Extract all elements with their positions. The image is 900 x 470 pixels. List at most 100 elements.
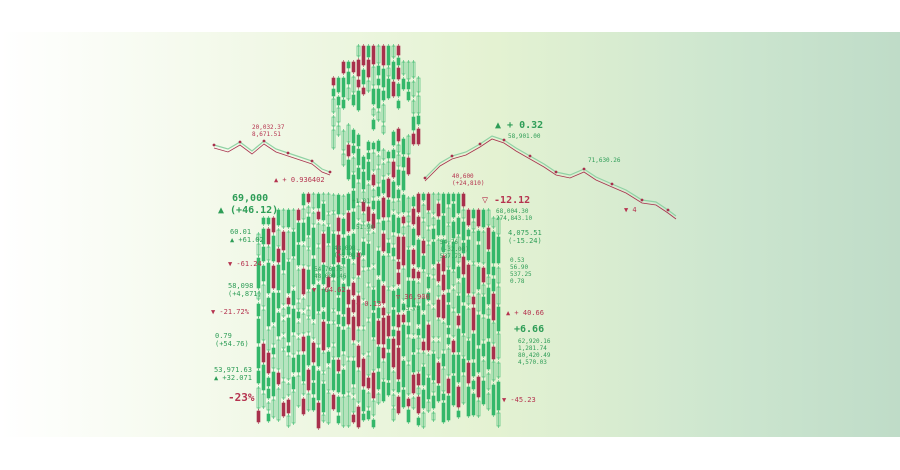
candle-up (491, 217, 496, 228)
candle-up (451, 375, 456, 406)
candle-up (301, 245, 306, 266)
candle-down (356, 252, 361, 276)
candle-up (431, 382, 436, 393)
candle-up (256, 370, 261, 384)
candle-up (376, 279, 381, 304)
candle-up (371, 339, 376, 371)
candle-up (336, 194, 341, 215)
candle-up (361, 413, 366, 421)
candle-up (426, 244, 431, 275)
candle-up (406, 280, 411, 308)
candle-up (346, 71, 351, 85)
candle-up (341, 130, 346, 151)
candle-up (306, 291, 311, 307)
trend-point (328, 170, 332, 174)
candle-up (301, 298, 306, 310)
candle-up (286, 306, 291, 315)
candle-up (411, 228, 416, 246)
ticker-values: 68,004.30 274,843.10 (496, 208, 533, 222)
candle-up (256, 318, 261, 344)
candle-up (306, 216, 311, 236)
candle-up (346, 327, 351, 358)
candle-up (356, 167, 361, 180)
candle-up (391, 235, 396, 245)
candle-up (266, 402, 271, 411)
candle-up (476, 230, 481, 242)
candle-up (486, 276, 491, 285)
candle-up (331, 88, 336, 97)
candle-up (421, 204, 426, 219)
candle-up (386, 382, 391, 396)
candle-up (321, 193, 326, 202)
candle-down (356, 406, 361, 428)
candle-up (281, 337, 286, 349)
candle-up (391, 329, 396, 337)
candle-down (436, 362, 441, 384)
candle-up (331, 233, 336, 265)
candle-up (381, 255, 386, 282)
candle-up (376, 168, 381, 184)
candle-up (381, 68, 386, 88)
candle-down (396, 314, 401, 328)
candle-up (416, 115, 421, 125)
ticker-values: 0.53 56.90 537.25 0.78 (510, 257, 532, 285)
candle-up (371, 312, 376, 338)
candle-up (336, 107, 341, 123)
candle-up (406, 337, 411, 362)
candle-down (301, 398, 306, 415)
candle-up (466, 386, 471, 417)
candle-up (291, 376, 296, 390)
candle-down (276, 248, 281, 263)
candle-up (286, 345, 291, 353)
candle-up (366, 161, 371, 181)
candle-up (391, 131, 396, 146)
candle-down (356, 295, 361, 327)
candle-up (446, 193, 451, 205)
trend-point (666, 208, 670, 212)
candle-up (346, 193, 351, 211)
candle-down (441, 255, 446, 272)
candle-up (391, 309, 396, 327)
ticker-value: 51.90 (356, 224, 375, 231)
candle-up (431, 193, 436, 214)
candle-down (341, 61, 346, 74)
candle-down (256, 410, 261, 423)
candle-up (341, 218, 346, 235)
candle-up (376, 65, 381, 76)
candle-up (271, 371, 276, 397)
candle-up (411, 196, 416, 207)
candle-up (311, 365, 316, 381)
candle-up (461, 305, 466, 334)
candle-up (486, 373, 491, 390)
ticker-change-down: ▼ -61.24 (228, 260, 262, 268)
candle-up (496, 333, 501, 359)
candle-up (326, 367, 331, 391)
candle-up (346, 159, 351, 180)
candle-up (421, 193, 426, 201)
candle-up (291, 335, 296, 355)
candle-up (261, 246, 266, 262)
candle-up (376, 45, 381, 64)
trend-point (450, 154, 454, 158)
candle-up (476, 348, 481, 373)
candle-up (376, 393, 381, 404)
candle-up (351, 76, 356, 93)
trend-point (286, 151, 290, 155)
candle-down (346, 289, 351, 305)
candle-up (411, 354, 416, 373)
candle-up (316, 273, 321, 281)
candle-up (331, 116, 336, 127)
trend-point (640, 198, 644, 202)
candle-up (461, 358, 466, 373)
candle-up (406, 135, 411, 155)
candle-up (366, 184, 371, 204)
candle-up (476, 314, 481, 346)
candle-down (396, 67, 401, 80)
candle-up (376, 371, 381, 390)
candle-up (391, 45, 396, 58)
candle-up (366, 233, 371, 242)
candle-up (296, 375, 301, 407)
candle-up (366, 152, 371, 160)
candle-up (391, 214, 396, 233)
candle-up (336, 96, 341, 106)
